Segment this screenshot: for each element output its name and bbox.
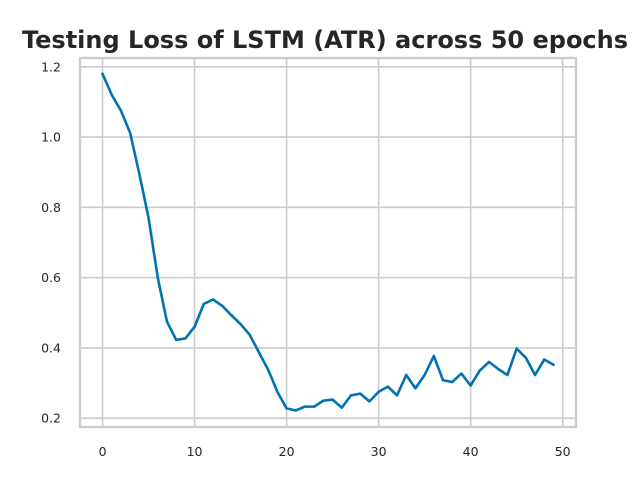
- data-point: [276, 390, 279, 394]
- y-tick-label: 0.6: [41, 270, 61, 285]
- data-point: [101, 72, 104, 76]
- data-point: [322, 399, 325, 402]
- data-point: [506, 373, 509, 377]
- y-tick-label: 0.2: [41, 411, 61, 426]
- data-point: [386, 385, 390, 388]
- data-point: [313, 405, 316, 408]
- data-point: [487, 360, 491, 364]
- grid: [80, 58, 576, 427]
- x-tick-label: 20: [279, 444, 295, 459]
- y-tick-label: 1.2: [41, 59, 61, 74]
- y-tick-label: 1.0: [41, 130, 61, 145]
- data-point: [377, 390, 380, 394]
- y-tick-label: 0.8: [41, 200, 61, 215]
- axes-frame: [78, 56, 578, 429]
- data-point: [119, 109, 123, 112]
- data-point: [138, 172, 141, 176]
- data-point: [543, 358, 546, 361]
- data-point: [248, 333, 251, 337]
- x-tick-label: 50: [555, 444, 571, 459]
- data-point: [368, 400, 371, 403]
- data-point: [174, 338, 178, 342]
- data-point: [202, 302, 205, 306]
- y-tick-label: 0.4: [41, 340, 61, 355]
- data-point: [230, 314, 233, 317]
- data-point: [156, 276, 159, 279]
- x-tick-label: 10: [187, 444, 203, 459]
- data-point: [211, 298, 215, 301]
- data-point: [441, 379, 445, 382]
- data-point: [331, 398, 334, 401]
- data-point: [294, 409, 297, 412]
- plot-area-border: [78, 56, 578, 429]
- data-point: [193, 325, 196, 329]
- data-point: [497, 367, 500, 371]
- data-point: [524, 356, 528, 359]
- data-point: [414, 387, 417, 390]
- data-point: [460, 372, 463, 375]
- x-axis: 0 10 20 30 40 50: [99, 444, 571, 459]
- x-tick-label: 0: [99, 444, 107, 459]
- data-point: [451, 380, 454, 384]
- x-tick-label: 40: [463, 444, 479, 459]
- data-point: [285, 407, 288, 410]
- data-point: [515, 347, 518, 350]
- x-tick-label: 30: [371, 444, 387, 459]
- data-point: [303, 405, 307, 408]
- series-line: [101, 72, 555, 412]
- data-point: [239, 322, 242, 326]
- data-point: [469, 384, 472, 387]
- y-axis: 0.2 0.4 0.6 0.8 1.0 1.2: [41, 59, 61, 425]
- data-point: [184, 337, 187, 340]
- data-point: [110, 93, 113, 97]
- data-point: [359, 392, 362, 395]
- data-point: [147, 216, 150, 220]
- chart-title: Testing Loss of LSTM (ATR) across 50 epo…: [22, 26, 628, 54]
- data-point: [257, 351, 261, 354]
- data-point: [533, 373, 537, 377]
- data-point: [266, 368, 270, 371]
- data-point: [128, 131, 132, 135]
- data-point: [349, 394, 353, 397]
- data-point: [405, 373, 408, 377]
- data-point: [423, 373, 426, 377]
- data-point: [340, 406, 343, 409]
- data-point: [552, 363, 555, 366]
- data-point: [478, 369, 482, 372]
- data-point: [220, 304, 224, 307]
- data-point: [432, 354, 436, 358]
- data-point: [395, 394, 399, 397]
- series-group: [101, 72, 555, 412]
- data-point: [165, 320, 169, 323]
